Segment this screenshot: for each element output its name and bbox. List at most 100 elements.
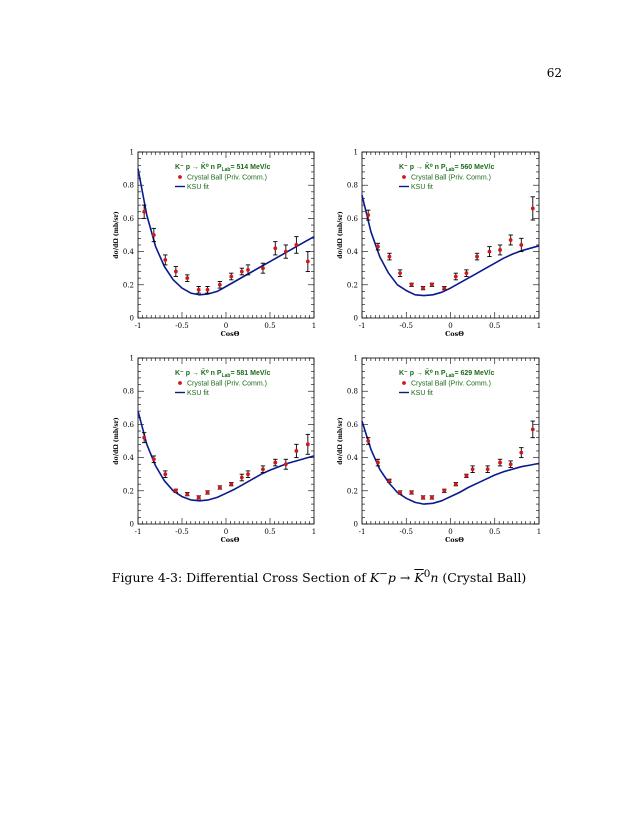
data-point (409, 282, 414, 287)
page-number: 62 (546, 66, 562, 80)
data-point (519, 450, 524, 455)
data-point (273, 460, 278, 465)
data-point (217, 485, 222, 490)
x-tick-label: -0.5 (400, 322, 414, 330)
data-point (246, 472, 250, 477)
legend-label-fit: KSU fit (187, 184, 209, 191)
data-point (421, 495, 425, 500)
x-tick-label: 0 (224, 322, 228, 330)
legend-label-fit: KSU fit (187, 390, 209, 397)
ksu-fit-line (361, 420, 540, 505)
data-point (151, 457, 156, 462)
x-tick-label: 0 (448, 528, 452, 536)
panel-title: K⁻ p → K̄⁰ n PLab= 581 MeV/c (175, 368, 270, 379)
y-axis-title: dσ/dΩ (mb/sr) (337, 211, 344, 259)
data-point (229, 482, 234, 487)
title-reaction: K⁻ p → K̄⁰ n (175, 162, 217, 171)
chart-panel-4: -1 -0.5 0 0.5 1 0 0.2 0.4 0.6 0.8 1 CosΘ dσ/dΩ (mb/s… (337, 355, 541, 545)
panel-title: K⁻ p → K̄⁰ n PLab= 629 MeV/c (399, 368, 494, 379)
y-tick-label: 0.2 (123, 487, 134, 495)
data-point (283, 462, 288, 467)
chart-panel-2: -1 -0.5 0 0.5 1 0 0.2 0.4 0.6 0.8 1 CosΘ dσ/dΩ (mb/s… (337, 149, 541, 339)
caption-p: p (387, 570, 396, 586)
y-tick-label: 0.4 (347, 248, 359, 256)
x-tick-label: -1 (359, 528, 366, 536)
data-point (519, 243, 524, 247)
data-point (464, 271, 469, 276)
data-point (442, 488, 447, 493)
y-tick-label: 1 (130, 149, 134, 157)
data-point (294, 243, 299, 247)
data-point (366, 213, 371, 217)
x-axis-title: CosΘ (221, 330, 240, 338)
title-plab: P (441, 164, 446, 171)
data-point (485, 467, 490, 472)
x-tick-label: 0 (224, 528, 228, 536)
data-point (142, 435, 147, 440)
data-point (185, 492, 190, 497)
y-tick-label: 0.4 (347, 454, 359, 462)
data-point (376, 460, 380, 465)
title-plab: P (217, 164, 222, 171)
data-point (508, 238, 513, 242)
title-reaction: K⁻ p → K̄⁰ n (399, 368, 441, 377)
data-point (261, 266, 265, 271)
data-point (376, 244, 380, 249)
data-point (387, 478, 392, 483)
data-point (205, 490, 210, 495)
data-point (163, 258, 168, 262)
x-tick-label: 1 (312, 528, 316, 536)
y-tick-label: 1 (354, 355, 358, 363)
y-tick-label: 0.8 (123, 388, 134, 396)
x-tick-label: 1 (537, 322, 541, 330)
y-axis-title: dσ/dΩ (mb/sr) (113, 417, 120, 465)
ksu-fit-line (137, 168, 315, 296)
data-point (453, 482, 458, 487)
legend-label-fit: KSU fit (411, 184, 433, 191)
caption-prefix: Figure 4-3: Differential Cross Section o… (111, 570, 370, 586)
y-tick-label: 1 (354, 149, 358, 157)
data-point (366, 439, 371, 443)
title-plab-sub: Lab (446, 373, 455, 379)
legend-marker-points (178, 381, 182, 385)
legend-label-points: Crystal Ball (Priv. Comm.) (187, 175, 267, 182)
title-plab-value: = 560 MeV/c (454, 164, 494, 171)
data-point (387, 254, 392, 259)
x-tick-label: 1 (537, 528, 541, 536)
data-point (205, 287, 210, 292)
y-tick-label: 0.8 (347, 182, 358, 190)
ksu-fit-line (137, 410, 315, 502)
data-point (294, 449, 299, 453)
x-axis-title: CosΘ (221, 536, 240, 544)
data-point (229, 274, 234, 279)
data-point (453, 274, 458, 279)
data-point (142, 209, 147, 214)
y-tick-label: 0.2 (347, 487, 358, 495)
y-tick-label: 0.6 (123, 421, 135, 429)
title-plab: P (217, 370, 222, 377)
data-point (421, 286, 425, 291)
caption-n: n (430, 570, 439, 586)
ksu-fit-line (361, 195, 540, 297)
y-tick-label: 0.4 (123, 454, 135, 462)
data-point (487, 249, 492, 254)
data-point (530, 427, 535, 432)
caption-kbar-zero: 0 (423, 568, 431, 580)
chart-panel-3: -1 -0.5 0 0.5 1 0 0.2 0.4 0.6 0.8 1 CosΘ dσ/dΩ (mb/s… (113, 355, 316, 545)
legend-marker-points (402, 381, 406, 385)
y-tick-label: 0.8 (347, 388, 358, 396)
panel-title: K⁻ p → K̄⁰ n PLab= 514 MeV/c (175, 162, 270, 173)
data-point (398, 271, 402, 276)
data-point (239, 475, 244, 480)
y-axis-title: dσ/dΩ (mb/sr) (113, 211, 120, 259)
y-tick-label: 0.6 (123, 215, 135, 223)
title-plab-value: = 514 MeV/c (230, 164, 270, 171)
data-point (163, 472, 168, 477)
caption-arrow: → (395, 570, 415, 586)
title-reaction: K⁻ p → K̄⁰ n (175, 368, 217, 377)
data-point (151, 233, 156, 237)
data-point (185, 276, 190, 281)
data-point (498, 248, 502, 252)
data-point (305, 259, 310, 264)
legend-label-points: Crystal Ball (Priv. Comm.) (411, 381, 491, 388)
